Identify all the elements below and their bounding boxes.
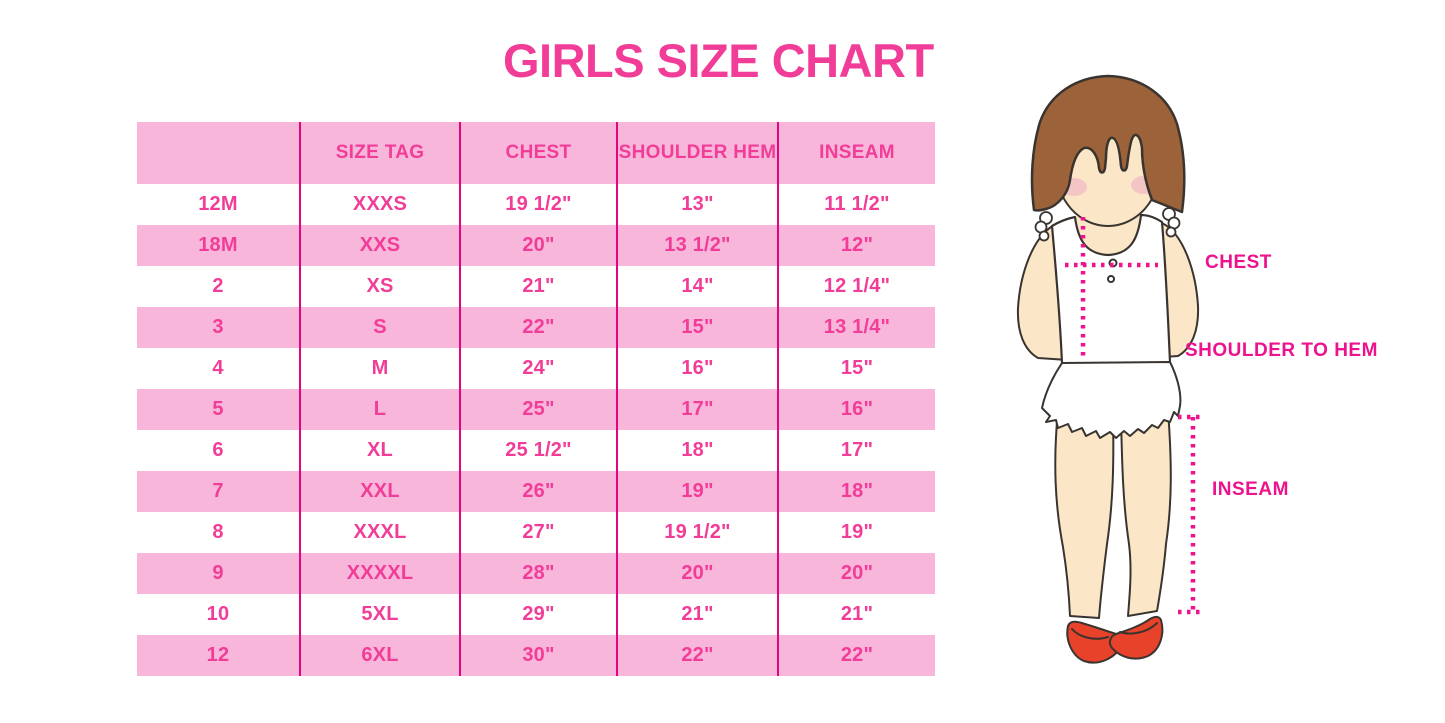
left-leg: [1054, 409, 1115, 619]
table-cell: 19": [616, 471, 777, 512]
table-cell: 13": [616, 184, 777, 225]
table-cell: 8: [137, 512, 299, 553]
table-cell: 16": [777, 389, 935, 430]
table-cell: 15": [777, 348, 935, 389]
left-shoe-strap: [1071, 628, 1109, 640]
table-cell: 29": [459, 594, 616, 635]
table-cell: 26": [459, 471, 616, 512]
inseam-label: INSEAM: [1212, 479, 1289, 500]
table-cell: 27": [459, 512, 616, 553]
table-cell: 14": [616, 266, 777, 307]
table-cell: 22": [777, 635, 935, 676]
table-cell: 19": [777, 512, 935, 553]
right-leg: [1120, 409, 1172, 617]
table-cell: 9: [137, 553, 299, 594]
table-cell: 17": [616, 389, 777, 430]
table-cell: 18": [616, 430, 777, 471]
table-cell: XL: [299, 430, 459, 471]
page-title: GIRLS SIZE CHART: [503, 34, 934, 87]
table-cell: 21": [616, 594, 777, 635]
girl-figure: [1016, 74, 1204, 664]
column-header: CHEST: [459, 122, 616, 184]
table-cell: 12 1/4": [777, 266, 935, 307]
table-cell: XS: [299, 266, 459, 307]
table-cell: 7: [137, 471, 299, 512]
skirt: [1041, 361, 1182, 439]
table-cell: XXXXL: [299, 553, 459, 594]
table-cell: 19 1/2": [459, 184, 616, 225]
table-cell: XXS: [299, 225, 459, 266]
inseam-dotted-line: [1178, 414, 1204, 615]
table-cell: 6: [137, 430, 299, 471]
column-header: SIZE TAG: [299, 122, 459, 184]
table-cell: 22": [616, 635, 777, 676]
table-cell: 5XL: [299, 594, 459, 635]
table-cell: 25 1/2": [459, 430, 616, 471]
right-shoe: [1108, 615, 1164, 660]
table-cell: 20": [459, 225, 616, 266]
table-cell: M: [299, 348, 459, 389]
table-cell: 21": [777, 594, 935, 635]
table-cell: 18M: [137, 225, 299, 266]
table-cell: 19 1/2": [616, 512, 777, 553]
table-cell: XXL: [299, 471, 459, 512]
size-table: SIZE TAG CHEST SHOULDER HEM INSEAM 12M XXXS 19…: [137, 122, 935, 676]
right-shoe-strap: [1119, 622, 1158, 635]
top-button-2: [1107, 275, 1115, 283]
column-header: INSEAM: [777, 122, 935, 184]
table-cell: 10: [137, 594, 299, 635]
chest-label: CHEST: [1205, 252, 1272, 273]
table-cell: S: [299, 307, 459, 348]
table-cell: 25": [459, 389, 616, 430]
table-cell: 12M: [137, 184, 299, 225]
table-cell: 2: [137, 266, 299, 307]
shoulder-to-hem-label: SHOULDER TO HEM: [1185, 340, 1378, 361]
table-cell: 30": [459, 635, 616, 676]
shoulder-ruffles: [1034, 207, 1181, 242]
table-cell: 28": [459, 553, 616, 594]
table-cell: 12: [137, 635, 299, 676]
column-header: SHOULDER HEM: [616, 122, 777, 184]
table-cell: 13 1/4": [777, 307, 935, 348]
table-cell: XXXL: [299, 512, 459, 553]
table-cell: 16": [616, 348, 777, 389]
table-cell: 6XL: [299, 635, 459, 676]
table-cell: 11 1/2": [777, 184, 935, 225]
corner-header-cell: [137, 122, 299, 184]
table-cell: 22": [459, 307, 616, 348]
table-cell: 24": [459, 348, 616, 389]
table-cell: 17": [777, 430, 935, 471]
table-cell: 21": [459, 266, 616, 307]
table-cell: 5: [137, 389, 299, 430]
table-cell: 13 1/2": [616, 225, 777, 266]
table-cell: 20": [777, 553, 935, 594]
table-cell: 3: [137, 307, 299, 348]
table-cell: L: [299, 389, 459, 430]
table-cell: 12": [777, 225, 935, 266]
hair: [1030, 74, 1186, 214]
table-cell: 4: [137, 348, 299, 389]
table-cell: XXXS: [299, 184, 459, 225]
table-cell: 20": [616, 553, 777, 594]
table-cell: 18": [777, 471, 935, 512]
table-cell: 15": [616, 307, 777, 348]
